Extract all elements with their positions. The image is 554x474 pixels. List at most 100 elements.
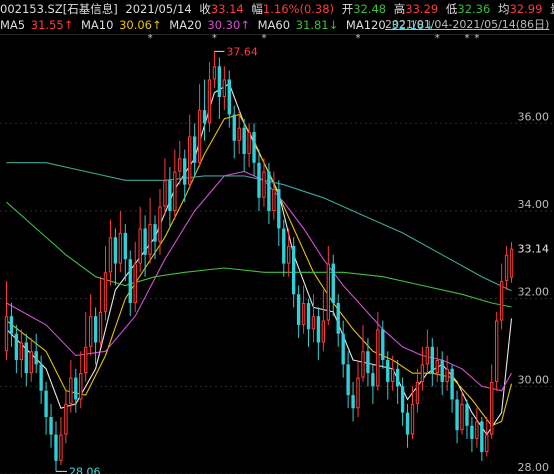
candle bbox=[391, 355, 395, 391]
candle bbox=[123, 224, 127, 282]
candle bbox=[277, 180, 281, 247]
candle bbox=[395, 360, 400, 404]
candle-body bbox=[14, 333, 19, 361]
candle bbox=[470, 417, 474, 453]
candle-body bbox=[415, 381, 420, 404]
candle-body bbox=[361, 351, 365, 378]
candle bbox=[108, 219, 113, 286]
candle-body bbox=[440, 360, 444, 382]
candle-body bbox=[311, 316, 316, 330]
candle bbox=[14, 324, 19, 374]
candle-body bbox=[118, 232, 123, 264]
candle-body bbox=[183, 158, 187, 185]
ma60-legend: MA60 31.81↓ bbox=[257, 18, 339, 32]
candle bbox=[98, 276, 103, 347]
candle-body bbox=[366, 351, 370, 374]
candle bbox=[386, 351, 390, 400]
candle bbox=[19, 329, 24, 378]
candle-body bbox=[301, 303, 306, 325]
candle bbox=[371, 364, 375, 404]
date-range[interactable]: 2021/01/04-2021/05/14(86日) bbox=[385, 18, 550, 31]
candle-body bbox=[485, 434, 489, 453]
candle-body bbox=[187, 136, 192, 185]
candle bbox=[504, 246, 509, 290]
candle-body bbox=[494, 320, 499, 382]
candle-body bbox=[509, 248, 514, 278]
y-tick-label: 34.00 bbox=[518, 198, 550, 211]
candle-body bbox=[475, 421, 479, 439]
y-tick-label: 28.00 bbox=[518, 461, 550, 474]
candle bbox=[381, 320, 385, 369]
candle bbox=[173, 149, 177, 220]
candle-body bbox=[420, 364, 425, 382]
candle bbox=[118, 210, 123, 273]
candle bbox=[237, 110, 241, 154]
candle-body bbox=[59, 434, 63, 461]
candle-body bbox=[504, 254, 509, 282]
candle bbox=[455, 390, 459, 444]
candle bbox=[301, 285, 306, 334]
candle-body bbox=[217, 66, 222, 97]
candle bbox=[494, 311, 499, 391]
y-tick-label: 32.00 bbox=[518, 286, 550, 299]
last-price-label: 33.14 bbox=[518, 243, 550, 256]
candle bbox=[187, 114, 192, 190]
candle bbox=[356, 360, 360, 418]
candle-body bbox=[178, 158, 182, 172]
candle-body bbox=[4, 316, 9, 352]
candle bbox=[69, 360, 73, 413]
candle-body bbox=[480, 421, 484, 453]
candle-body bbox=[430, 346, 434, 374]
candle-body bbox=[425, 346, 430, 365]
candle-body bbox=[173, 171, 177, 211]
candle-body bbox=[24, 342, 28, 374]
candle bbox=[222, 66, 227, 111]
candle bbox=[262, 158, 266, 207]
candle-body bbox=[39, 364, 43, 391]
candle bbox=[425, 329, 430, 374]
y-tick-label: 30.00 bbox=[518, 373, 550, 386]
candle bbox=[267, 162, 271, 225]
candle bbox=[217, 57, 222, 119]
high-marker-label: 37.64 bbox=[226, 45, 258, 58]
candle bbox=[499, 263, 504, 330]
high-price: 高33.29 bbox=[393, 2, 439, 16]
candle-body bbox=[455, 399, 459, 431]
candle-body bbox=[93, 316, 98, 343]
candle bbox=[202, 79, 207, 141]
candle-body bbox=[49, 417, 53, 435]
candle bbox=[420, 346, 425, 391]
candle-body bbox=[346, 364, 350, 396]
candle-body bbox=[247, 132, 251, 154]
close-price: 收33.14 bbox=[199, 2, 244, 16]
candle-body bbox=[336, 303, 340, 334]
candle-body bbox=[44, 390, 48, 418]
candle-body bbox=[212, 66, 217, 80]
candle bbox=[361, 324, 365, 382]
candle-body bbox=[391, 368, 395, 382]
candle-body bbox=[410, 403, 415, 435]
candle-body bbox=[64, 403, 68, 435]
low-marker-label: 28.06 bbox=[69, 465, 101, 474]
candle-body bbox=[143, 228, 147, 255]
candle bbox=[331, 254, 335, 317]
candle bbox=[44, 381, 48, 435]
candle bbox=[232, 105, 236, 159]
candle bbox=[480, 417, 484, 461]
candle bbox=[475, 408, 479, 448]
candle-body bbox=[133, 263, 137, 304]
candle-body bbox=[262, 171, 266, 198]
candle-body bbox=[207, 79, 212, 124]
candle-body bbox=[316, 316, 321, 343]
star-icon: * bbox=[356, 33, 361, 44]
candle-body bbox=[29, 351, 33, 374]
candle-body bbox=[272, 189, 276, 211]
candle bbox=[9, 303, 14, 347]
candle-body bbox=[381, 329, 385, 361]
candle bbox=[287, 228, 291, 277]
candle bbox=[49, 403, 53, 448]
candle-body bbox=[460, 403, 464, 431]
grid-lines bbox=[0, 34, 554, 474]
candle bbox=[148, 197, 152, 264]
